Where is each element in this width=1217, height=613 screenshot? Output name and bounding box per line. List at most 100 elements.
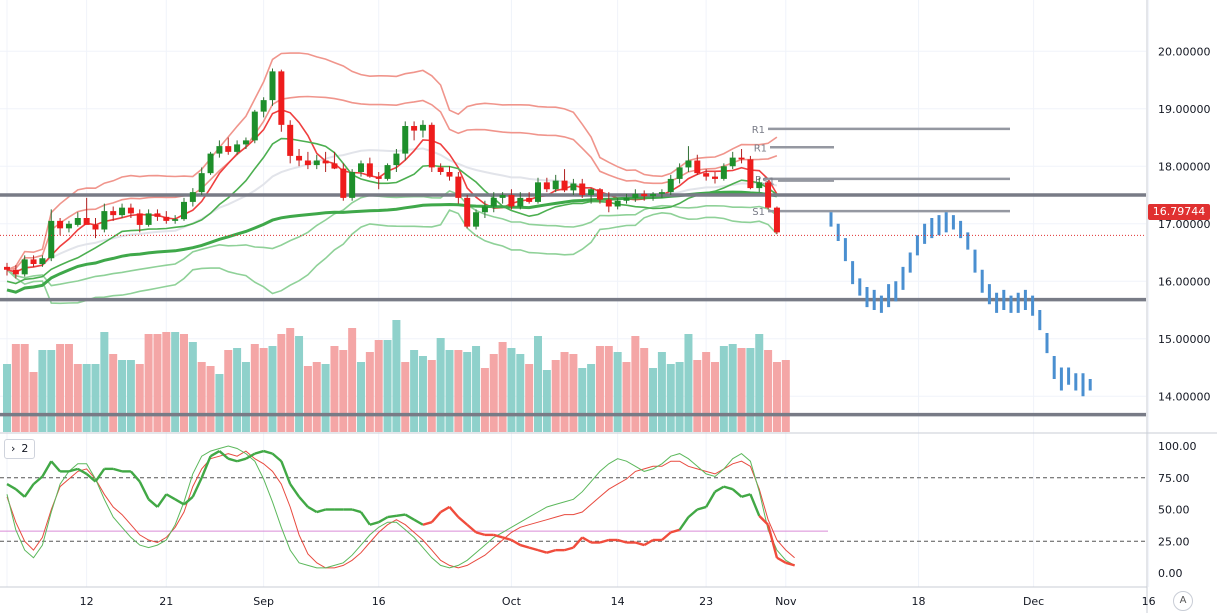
candle-body	[526, 197, 533, 202]
projection-bar	[887, 284, 891, 308]
oscillator-main-segment	[271, 452, 283, 463]
oscillator-main-segment	[360, 511, 371, 526]
candle-body	[676, 167, 683, 179]
time-axis-label: Sep	[253, 595, 274, 608]
volume-bar	[250, 344, 259, 432]
candle-body	[579, 183, 586, 195]
volume-bar	[241, 362, 250, 432]
volume-bar	[410, 350, 419, 432]
projection-bar	[1088, 379, 1092, 391]
volume-bar	[383, 340, 392, 432]
volume-bar	[109, 354, 118, 432]
candle-body	[765, 182, 772, 208]
oscillator-main-segment	[643, 538, 654, 547]
projection-bar	[1031, 295, 1035, 316]
projection-bar	[987, 284, 991, 305]
candle-body	[508, 195, 515, 207]
projection-bar	[872, 289, 876, 310]
oscillator-main-segment	[528, 546, 539, 552]
candle-body	[189, 192, 196, 202]
candle-body	[738, 157, 745, 160]
candle-body	[605, 199, 612, 207]
volume-bar	[82, 364, 91, 432]
auto-scale-button[interactable]: A	[1173, 591, 1193, 611]
oscillator-main-segment	[50, 460, 62, 473]
candle-body	[101, 211, 108, 230]
candle-body	[74, 218, 81, 225]
oscillator-main-segment	[218, 450, 230, 460]
candle-body	[322, 160, 329, 164]
last-price-tag: 16.79744	[1148, 204, 1210, 220]
volume-bar	[604, 346, 613, 432]
candle-body	[756, 182, 763, 189]
candle-body	[641, 193, 648, 197]
candle-body	[455, 176, 462, 198]
oscillator-main-segment	[705, 491, 717, 508]
candle-body	[393, 153, 400, 166]
volume-bar	[73, 364, 82, 432]
oscillator-main-segment	[564, 546, 574, 552]
candle-body	[260, 100, 267, 112]
volume-bar	[330, 346, 339, 432]
candle-body	[650, 193, 657, 197]
oscillator-main-segment	[519, 543, 530, 549]
oscillator-main-segment	[280, 460, 292, 485]
volume-bar	[489, 354, 498, 432]
oscillator-main-segment	[572, 536, 584, 549]
time-axis-label: Dec	[1023, 595, 1044, 608]
candle-body	[181, 201, 187, 220]
projection-bar	[1074, 373, 1078, 391]
volume-bar	[135, 364, 144, 432]
pane-badge[interactable]: › 2	[4, 439, 36, 459]
projection-bar	[894, 281, 898, 302]
price-axis-label: 18.00000	[1158, 160, 1211, 173]
volume-bar	[188, 342, 197, 432]
volume-bar	[693, 360, 702, 432]
oscillator-main-segment	[94, 468, 106, 483]
projection-bar	[944, 212, 948, 233]
oscillator-axis-label: 100.00	[1158, 440, 1197, 453]
oscillator-main-segment	[23, 483, 35, 498]
oscillator-main-segment	[351, 508, 362, 514]
volume-bar	[91, 364, 100, 432]
volume-bar	[445, 350, 454, 432]
candle-body	[251, 111, 258, 141]
candle-body	[216, 146, 223, 154]
volume-bar	[277, 334, 286, 432]
volume-bar	[595, 346, 604, 432]
price-axis-label: 19.00000	[1158, 103, 1211, 116]
oscillator-main-segment	[661, 531, 672, 541]
volume-bar	[472, 346, 481, 432]
projection-bar	[836, 223, 840, 241]
candle-body	[384, 165, 391, 179]
volume-bar	[525, 364, 534, 432]
pivot-level-label: P	[755, 175, 761, 186]
volume-bar	[666, 364, 675, 432]
volume-bar	[463, 352, 472, 432]
oscillator-main-segment	[457, 516, 468, 526]
volume-bar	[728, 344, 737, 432]
candle-body	[667, 178, 674, 193]
projection-bar	[1052, 356, 1056, 379]
outer-lower-band-line	[6, 209, 778, 305]
oscillator-main-segment	[696, 505, 707, 511]
volume-bar	[454, 350, 463, 432]
price-axis-label: 20.00000	[1158, 45, 1211, 58]
volume-bar	[374, 340, 383, 432]
projection-bar	[923, 223, 927, 244]
volume-bar	[631, 336, 640, 432]
price-axis-label: 16.00000	[1158, 275, 1211, 288]
projection-bar	[843, 238, 847, 262]
candle-body	[207, 153, 214, 174]
volume-bar	[180, 334, 188, 432]
oscillator-main-segment	[174, 498, 185, 506]
candle-body	[313, 160, 320, 166]
volume-bar	[675, 362, 684, 432]
candle-body	[163, 216, 170, 221]
candle-body	[411, 126, 418, 131]
oscillator-main-segment	[245, 452, 256, 460]
oscillator-main-segment	[165, 493, 176, 501]
candle-body	[481, 206, 488, 213]
